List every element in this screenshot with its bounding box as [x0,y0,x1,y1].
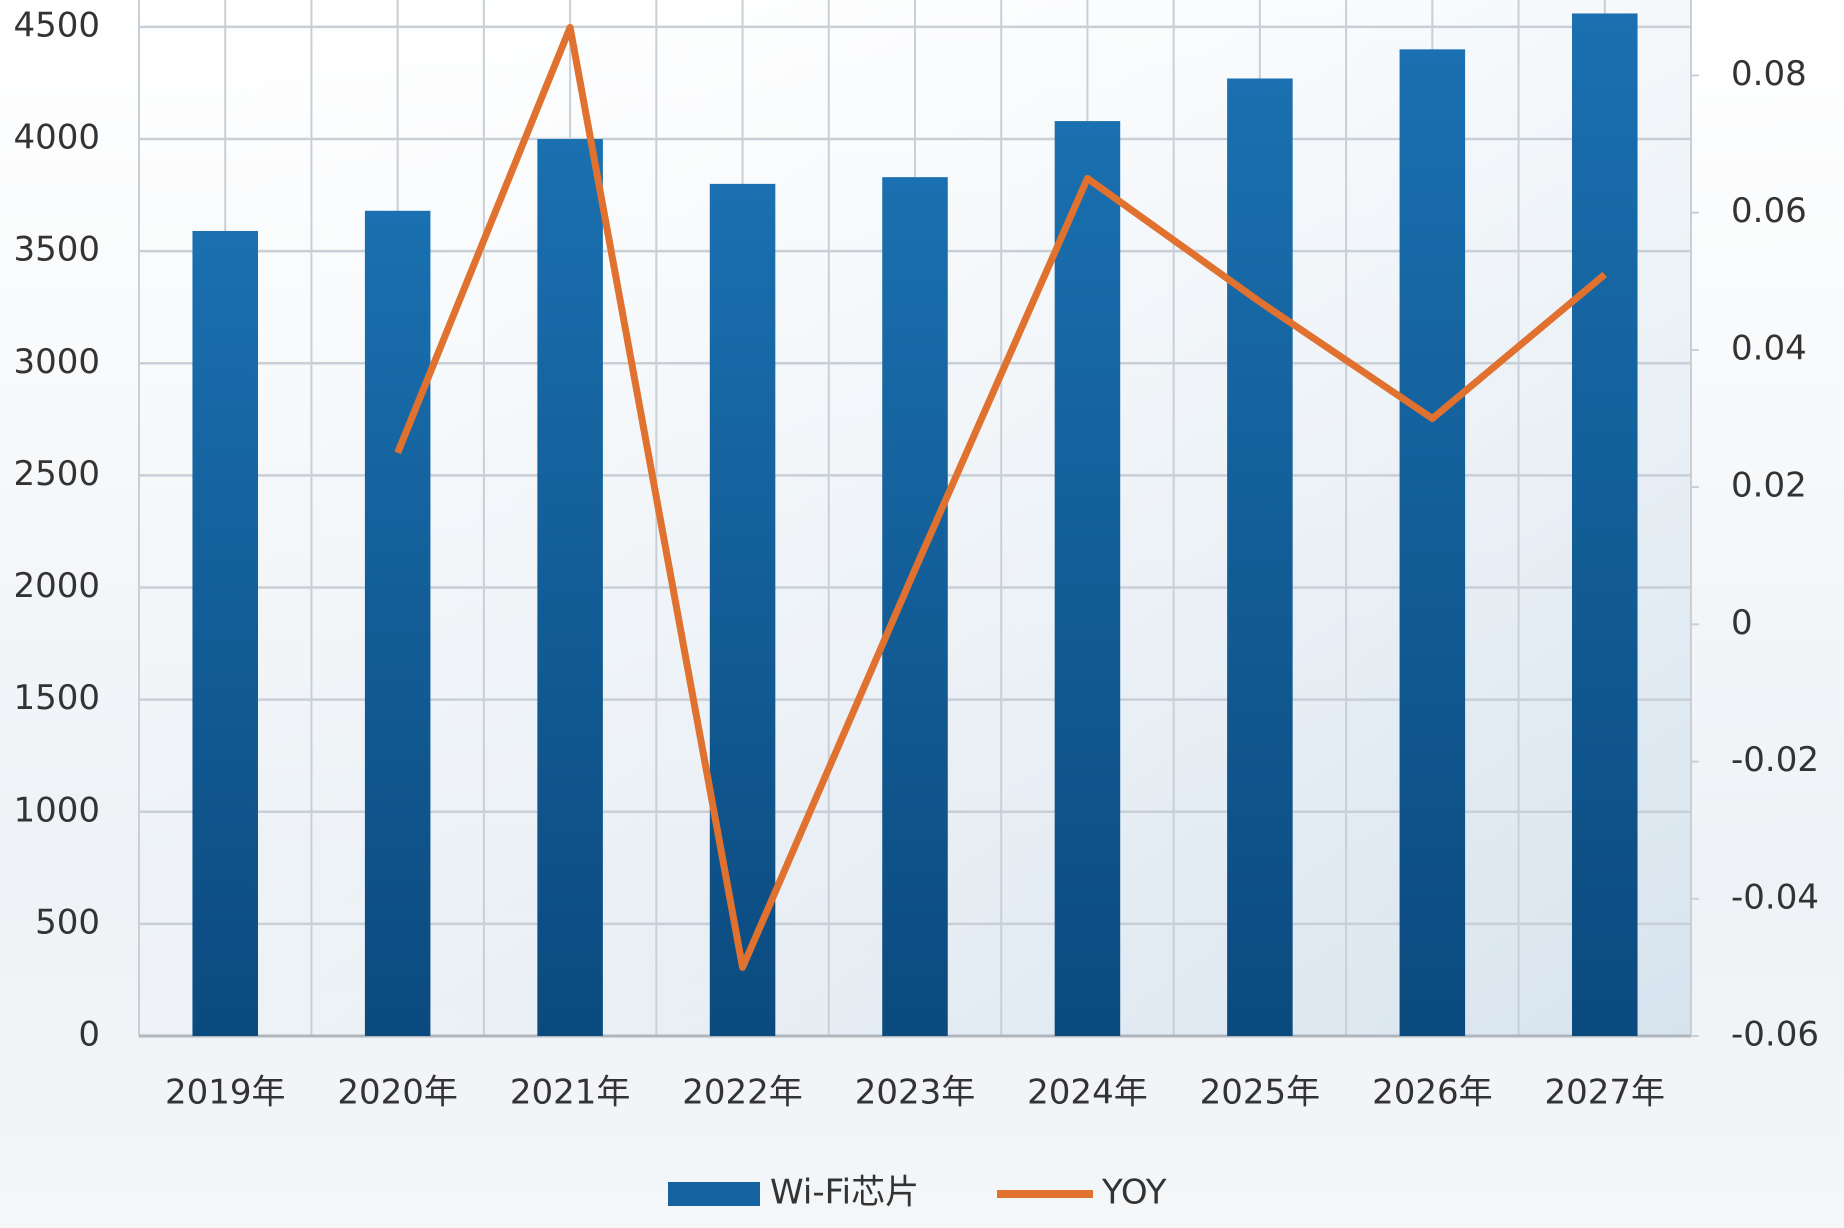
bar [709,183,776,1036]
line [394,23,1608,971]
y2-tick-label: 0.08 [1731,54,1807,94]
y-tick-label: 1000 [13,790,100,830]
legend-swatch [668,1182,760,1206]
y-tick-label: 0 [78,1015,100,1055]
x-tick-label: 2019年 [165,1073,286,1113]
x-tick-label: 2021年 [510,1073,631,1113]
bar [1054,121,1121,1036]
x-tick-label: 2026年 [1372,1073,1493,1113]
y-tick-label: 3500 [13,230,100,270]
bar [192,230,258,1036]
y2-tick-label: -0.04 [1731,877,1819,917]
bar [1227,78,1293,1036]
y-tick-label: 1500 [13,678,100,718]
y2-tick-label: 0 [1731,603,1753,643]
y2-tick-label: 0.04 [1731,328,1807,368]
y2-tick-label: 0.06 [1731,191,1807,231]
y-tick-label: 2000 [13,566,100,606]
bar [364,210,431,1037]
y2-tick-label: 0.02 [1731,466,1807,506]
y2-tick-label: -0.02 [1731,740,1819,780]
y-tick-label: 500 [35,902,100,942]
y-tick-label: 3000 [13,342,100,382]
y-tick-label: 2500 [13,454,100,494]
x-tick-label: 2024年 [1027,1073,1148,1113]
x-tick-label: 2027年 [1545,1073,1666,1113]
x-tick-label: 2022年 [682,1073,803,1113]
bar [882,177,948,1037]
x-tick-label: 2023年 [855,1073,976,1113]
legend-label: YOY [1101,1173,1167,1213]
bar [537,139,603,1037]
legend-label: Wi-Fi芯片 [770,1173,919,1213]
x-tick-label: 2025年 [1200,1073,1321,1113]
bar [1399,49,1466,1037]
x-tick-label: 2020年 [337,1073,458,1113]
y2-tick-label: -0.06 [1731,1015,1819,1055]
bar [1572,13,1638,1037]
y-tick-label: 4500 [13,5,100,45]
y-tick-label: 4000 [13,118,100,158]
